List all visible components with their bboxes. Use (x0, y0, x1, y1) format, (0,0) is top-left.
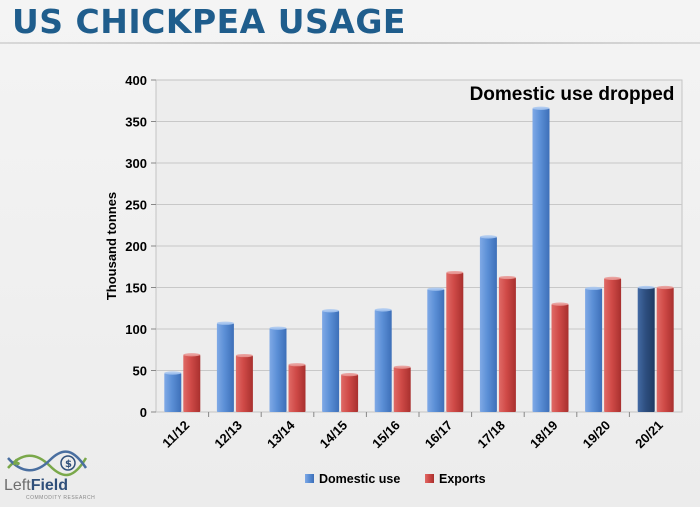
title-divider (0, 42, 700, 44)
bar-domestic-15-16 (374, 309, 392, 412)
bar-top-cap (637, 285, 655, 290)
bar-top-cap (341, 373, 359, 377)
x-tick-label: 17/18 (474, 418, 508, 452)
bar-top-cap (164, 371, 182, 375)
x-tick-label: 15/16 (369, 418, 403, 452)
bar-domestic-17-18 (479, 236, 497, 412)
bar-exports-20-21 (656, 287, 674, 412)
bar-top-cap (551, 302, 569, 306)
legend-label-domestic: Domestic use (319, 472, 400, 486)
x-tick-label: 16/17 (422, 418, 456, 452)
bar-top-cap (479, 235, 497, 239)
bar-top-cap (585, 286, 603, 290)
bar-top-cap (532, 106, 550, 110)
bar-domestic-14-15 (322, 310, 340, 412)
y-tick-label: 400 (125, 73, 147, 88)
y-tick-labels: 0 50 100 150 200 250 300 350 400 (125, 73, 147, 420)
y-tick-label: 0 (140, 405, 147, 420)
svg-text:$: $ (65, 459, 72, 470)
x-tick-label: 18/19 (527, 418, 561, 452)
bar-exports-11-12 (183, 354, 201, 412)
bar-top-cap (393, 365, 411, 369)
bar-exports-13-14 (288, 364, 306, 412)
bar-domestic-19-20 (585, 288, 603, 412)
bar-exports-17-18 (498, 277, 516, 412)
x-tick-labels: 11/12 12/13 13/14 14/15 15/16 16/17 17/18 18/19… (159, 417, 666, 451)
x-tick-label: 14/15 (317, 418, 351, 452)
y-tick-label: 350 (125, 115, 147, 130)
legend: Domestic use Exports (305, 472, 486, 486)
bar-domestic-12-13 (216, 323, 234, 412)
x-tick-label: 19/20 (580, 418, 614, 452)
svg-text:♣: ♣ (12, 458, 21, 469)
x-tick-label: 11/12 (159, 418, 192, 451)
bar-top-cap (498, 275, 516, 280)
bar-top-cap (427, 287, 445, 291)
bar-top-cap (604, 276, 622, 280)
y-tick-label: 50 (133, 364, 147, 379)
y-tick-label: 300 (125, 156, 147, 171)
bar-top-cap (269, 326, 287, 330)
leftfield-logo: $ ♣ LeftField COMMODITY RESEARCH (4, 448, 95, 504)
logo-mark-icon: $ ♣ (7, 450, 88, 477)
slide-title: US CHICKPEA USAGE (12, 2, 406, 41)
y-tick-label: 200 (125, 239, 147, 254)
legend-swatch-domestic (305, 474, 314, 483)
logo-wordmark: LeftField (4, 477, 69, 494)
x-tick-label: 20/21 (632, 418, 666, 452)
bar-top-cap (656, 285, 674, 290)
bar-domestic-18-19 (532, 108, 550, 412)
bar-top-cap (183, 353, 201, 357)
bar-exports-14-15 (341, 374, 359, 412)
legend-label-exports: Exports (439, 472, 486, 486)
bar-domestic-20-21 (637, 287, 655, 412)
bar-exports-15-16 (393, 367, 411, 412)
bars (164, 106, 674, 412)
bar-domestic-13-14 (269, 328, 287, 412)
bar-exports-16-17 (446, 272, 464, 412)
chart-annotation: Domestic use dropped (470, 84, 675, 105)
bar-top-cap (446, 270, 464, 275)
bar-top-cap (374, 308, 392, 312)
y-tick-label: 100 (125, 322, 147, 337)
y-axis-label: Thousand tonnes (104, 192, 119, 300)
bar-domestic-16-17 (427, 289, 445, 412)
y-tick-label: 250 (125, 198, 147, 213)
legend-swatch-exports (425, 474, 434, 483)
bar-exports-12-13 (235, 355, 253, 412)
x-tick-label: 12/13 (211, 418, 245, 452)
bar-top-cap (322, 309, 340, 313)
bar-top-cap (288, 363, 306, 367)
bar-top-cap (216, 321, 234, 325)
bar-exports-19-20 (604, 278, 622, 412)
x-tick-label: 13/14 (264, 417, 298, 451)
y-tick-label: 150 (125, 281, 147, 296)
bar-domestic-11-12 (164, 372, 182, 412)
bar-exports-18-19 (551, 304, 569, 412)
bar-top-cap (235, 353, 253, 358)
logo-tagline: COMMODITY RESEARCH (26, 495, 96, 501)
